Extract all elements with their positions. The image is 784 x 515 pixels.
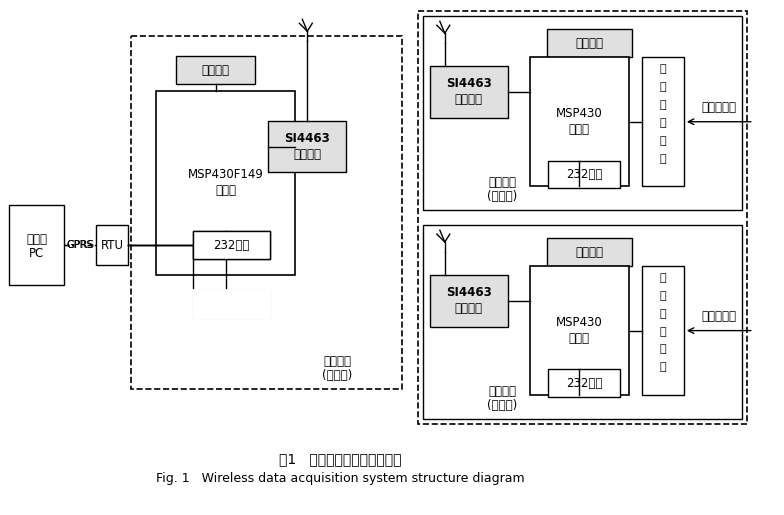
Text: 时钟电路: 时钟电路 [575, 246, 604, 259]
Text: 232串口: 232串口 [213, 238, 250, 251]
Text: 单片机: 单片机 [569, 332, 590, 345]
Bar [96, 225, 128, 265]
Text: 路: 路 [659, 363, 666, 372]
Text: GPRS: GPRS [67, 240, 93, 250]
Text: 图1   无线数据采集系统结构图: 图1 无线数据采集系统结构图 [279, 452, 401, 466]
Text: 调: 调 [659, 100, 666, 110]
Text: PC: PC [29, 247, 45, 260]
Text: (下位机): (下位机) [488, 190, 517, 203]
Text: 传感器信号: 传感器信号 [702, 310, 736, 323]
Bar [418, 11, 746, 424]
Bar [423, 16, 742, 210]
Text: 232串口: 232串口 [566, 377, 602, 390]
Bar [430, 275, 507, 327]
Text: MSP430: MSP430 [556, 107, 603, 121]
Bar [430, 66, 507, 118]
Text: 主控机: 主控机 [26, 233, 47, 246]
Text: 232串口: 232串口 [213, 297, 250, 310]
Bar [549, 369, 620, 397]
Text: SI4463: SI4463 [446, 77, 492, 91]
Text: 信: 信 [659, 273, 666, 283]
Text: 传感器信号: 传感器信号 [702, 101, 736, 114]
Bar [529, 57, 629, 186]
Text: 理: 理 [659, 118, 666, 128]
Text: 终端模块: 终端模块 [488, 176, 517, 189]
Text: 号: 号 [659, 291, 666, 301]
Text: 信: 信 [659, 64, 666, 74]
Bar [642, 266, 684, 395]
Text: 终端模块: 终端模块 [488, 385, 517, 398]
Bar [176, 56, 256, 84]
Text: Fig. 1   Wireless data acquisition system structure diagram: Fig. 1 Wireless data acquisition system … [156, 472, 524, 485]
Text: 单片机: 单片机 [215, 184, 236, 197]
Bar [9, 205, 64, 285]
Bar [193, 231, 270, 259]
Text: GPRS: GPRS [66, 240, 94, 250]
Text: MSP430: MSP430 [556, 316, 603, 329]
Text: 时钟电路: 时钟电路 [575, 37, 604, 49]
Bar [547, 238, 632, 266]
Bar [423, 225, 742, 419]
Text: 中心模块: 中心模块 [323, 355, 351, 368]
Text: 射频模块: 射频模块 [455, 93, 483, 107]
Text: 232串口: 232串口 [566, 168, 602, 181]
Text: 射频模块: 射频模块 [455, 302, 483, 315]
Text: 单片机: 单片机 [569, 123, 590, 136]
Bar [268, 121, 347, 173]
Bar [549, 161, 620, 188]
Bar [131, 36, 402, 389]
Bar [642, 57, 684, 186]
Bar [193, 231, 270, 259]
Text: 射频模块: 射频模块 [293, 148, 321, 161]
Text: 理: 理 [659, 327, 666, 337]
Bar [529, 266, 629, 395]
Text: 路: 路 [659, 153, 666, 164]
Text: SI4463: SI4463 [285, 132, 330, 145]
Text: MSP430F149: MSP430F149 [187, 168, 263, 181]
Bar [193, 290, 270, 318]
Text: SI4463: SI4463 [446, 286, 492, 299]
Text: (下位机): (下位机) [488, 399, 517, 411]
Text: 电: 电 [659, 345, 666, 354]
Bar [193, 290, 270, 318]
Text: 电: 电 [659, 135, 666, 146]
Text: RTU: RTU [100, 238, 124, 251]
Bar [156, 91, 296, 275]
Text: (上位机): (上位机) [322, 369, 352, 382]
Text: 时钟电路: 时钟电路 [201, 63, 230, 77]
Text: 号: 号 [659, 82, 666, 92]
Text: 调: 调 [659, 308, 666, 319]
Bar [547, 29, 632, 57]
